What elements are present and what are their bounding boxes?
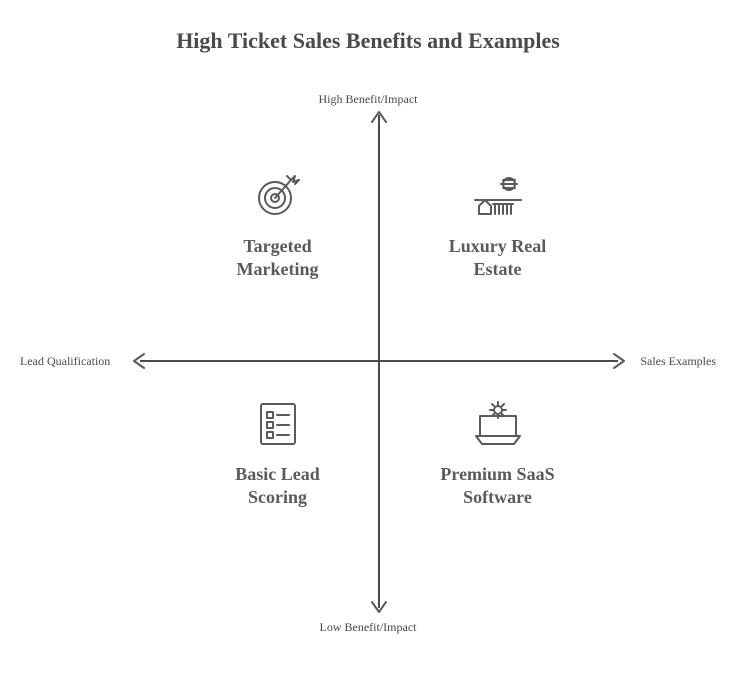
quadrant-top-left: TargetedMarketing [200, 170, 355, 282]
arrow-left [132, 352, 146, 370]
target-icon [253, 170, 303, 225]
quadrant-bottom-left: Basic LeadScoring [200, 398, 355, 510]
checklist-icon [255, 398, 301, 453]
y-bottom-label: Low Benefit/Impact [320, 620, 417, 635]
arrow-down [370, 600, 388, 614]
quadrant-bottom-right: Premium SaaSSoftware [420, 398, 575, 510]
quadrant-label: TargetedMarketing [200, 235, 355, 282]
x-right-label: Sales Examples [640, 354, 716, 369]
chart-title: High Ticket Sales Benefits and Examples [0, 0, 736, 54]
y-top-label: High Benefit/Impact [319, 92, 418, 107]
quadrant-chart: High Benefit/Impact Low Benefit/Impact L… [0, 80, 736, 660]
quadrant-top-right: Luxury RealEstate [420, 170, 575, 282]
arrow-right [612, 352, 626, 370]
arrow-up [370, 110, 388, 124]
quadrant-label: Basic LeadScoring [200, 463, 355, 510]
x-left-label: Lead Qualification [20, 354, 110, 369]
quadrant-label: Luxury RealEstate [420, 235, 575, 282]
x-axis-line [140, 360, 618, 362]
quadrant-label: Premium SaaSSoftware [420, 463, 575, 510]
real-estate-icon [471, 170, 525, 225]
saas-icon [472, 398, 524, 453]
